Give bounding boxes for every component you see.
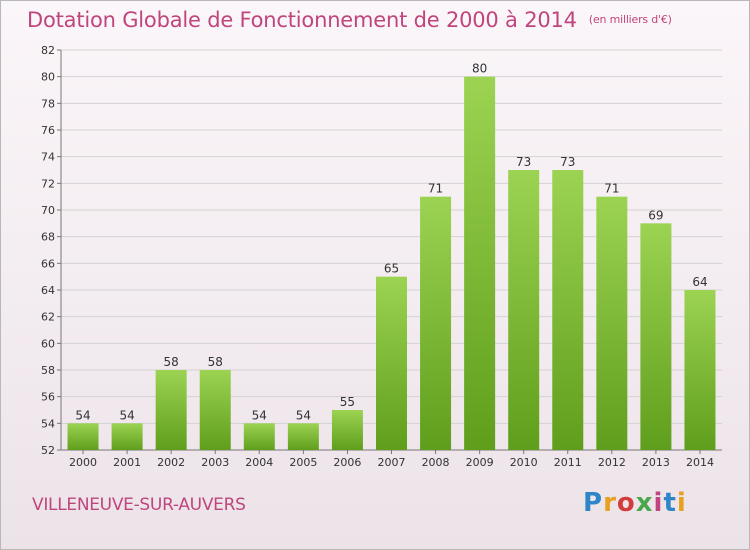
bar-2013 [640,223,672,450]
x-tick-label: 2012 [598,456,626,469]
x-tick-label: 2006 [333,456,361,469]
x-tick-label: 2013 [642,456,670,469]
bars [67,76,716,451]
data-label-2012: 71 [604,182,619,196]
x-tick-label: 2007 [378,456,406,469]
x-tick-label: 2000 [69,456,97,469]
bar-2007 [376,276,407,450]
y-tick-label: 64 [41,284,55,297]
data-label-2009: 80 [472,62,487,76]
bar-2005 [287,423,319,450]
x-tick-label: 2002 [157,456,185,469]
bar-2011 [552,170,584,450]
data-label-2001: 54 [119,408,134,422]
bar-2004 [243,423,275,450]
chart-title-text: Dotation Globale de Fonctionnement de 20… [27,8,577,32]
y-tick-label: 52 [41,444,55,457]
bar-2003 [199,370,231,450]
data-label-2003: 58 [208,355,223,369]
data-label-2013: 69 [648,208,663,222]
y-tick-label: 54 [41,417,55,430]
y-tick-label: 58 [41,364,55,377]
x-tick-label: 2001 [113,456,141,469]
y-tick-label: 56 [41,391,55,404]
y-tick-label: 78 [41,97,55,110]
bar-2002 [155,370,187,450]
chart-title: Dotation Globale de Fonctionnement de 20… [27,8,672,32]
x-tick-label: 2011 [554,456,582,469]
data-label-2006: 55 [340,395,355,409]
y-tick-label: 82 [41,44,55,57]
bar-2014 [684,290,716,450]
x-tick-label: 2009 [466,456,494,469]
bar-2012 [596,196,628,450]
bar-2000 [67,423,99,450]
x-tick-label: 2005 [289,456,317,469]
y-tick-label: 70 [41,204,55,217]
bar-2006 [331,410,363,450]
data-label-2000: 54 [75,408,90,422]
y-tick-label: 72 [41,177,55,190]
data-label-2005: 54 [296,408,311,422]
x-tick-label: 2004 [245,456,273,469]
x-tick-label: 2010 [510,456,538,469]
proxiti-logo: Proxiti [583,488,687,518]
data-label-2004: 54 [252,408,267,422]
y-tick-label: 66 [41,257,55,270]
bar-2009 [464,76,496,451]
bar-2008 [420,196,452,450]
data-label-2014: 64 [692,275,707,289]
bar-2010 [508,170,540,450]
data-labels: 54 54 58 58 54 54 55 65 71 80 73 73 71 69 64 [75,62,707,423]
x-tick-label: 2014 [686,456,714,469]
commune-name: VILLENEUVE-SUR-AUVERS [32,495,246,515]
data-label-2008: 71 [428,182,443,196]
data-label-2007: 65 [384,262,399,276]
y-tick-label: 76 [41,124,55,137]
y-tick-label: 74 [41,151,55,164]
y-tick-label: 68 [41,231,55,244]
data-label-2011: 73 [560,155,575,169]
chart-unit: (en milliers d'€) [588,13,672,26]
bar-2001 [111,423,143,450]
y-tick-label: 60 [41,337,55,350]
y-tick-label: 62 [41,311,55,324]
data-label-2002: 58 [164,355,179,369]
x-tick-label: 2008 [422,456,450,469]
x-tick-label: 2003 [201,456,229,469]
y-tick-label: 80 [41,71,55,84]
axes: 52 54 56 58 60 62 64 66 68 70 72 74 76 78 80 82 2000 2001… [41,44,722,469]
data-label-2010: 73 [516,155,531,169]
